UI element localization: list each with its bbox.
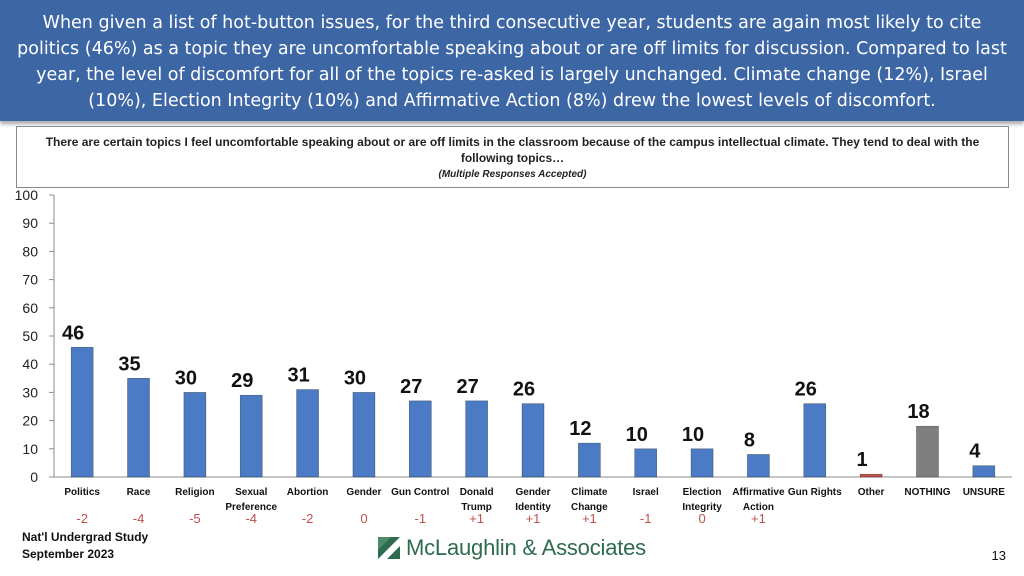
category-label: Election xyxy=(683,487,722,498)
change-label: -1 xyxy=(415,511,427,526)
bar xyxy=(408,400,432,478)
change-label: +1 xyxy=(469,511,484,526)
data-label: 8 xyxy=(744,429,755,451)
category-label: Religion xyxy=(175,487,214,498)
bar xyxy=(465,400,488,478)
change-label: 0 xyxy=(360,511,367,526)
page-number: 13 xyxy=(991,548,1006,563)
y-tick-label: 50 xyxy=(22,328,38,344)
data-label: 26 xyxy=(513,379,535,401)
question-text: There are certain topics I feel uncomfor… xyxy=(45,135,980,165)
y-tick-label: 30 xyxy=(22,384,38,400)
bar xyxy=(127,377,150,478)
category-label: Politics xyxy=(64,487,100,498)
bar xyxy=(859,473,883,478)
bar xyxy=(634,448,658,478)
bar xyxy=(803,403,827,478)
data-label: 46 xyxy=(62,322,84,344)
bar xyxy=(352,392,376,478)
category-label: Gun Rights xyxy=(788,487,842,498)
category-label: Abortion xyxy=(287,487,329,498)
category-label: Other xyxy=(858,487,885,498)
y-tick-label: 100 xyxy=(15,187,39,203)
data-label: 18 xyxy=(907,401,929,423)
bar xyxy=(70,346,94,478)
data-label: 27 xyxy=(457,376,479,398)
change-label: -4 xyxy=(245,511,257,526)
change-label: 0 xyxy=(698,511,705,526)
change-label: -2 xyxy=(302,511,314,526)
study-name: Nat'l Undergrad Study xyxy=(22,530,149,544)
y-tick-label: 90 xyxy=(22,215,38,231)
change-label: +1 xyxy=(526,511,541,526)
category-label: Donald xyxy=(460,487,494,498)
category-label: Preference xyxy=(225,502,277,513)
y-tick-label: 40 xyxy=(22,356,38,372)
bar xyxy=(690,448,714,478)
y-tick-label: 60 xyxy=(22,300,38,316)
category-label: Action xyxy=(743,502,774,513)
company-logo: McLaughlin & Associates xyxy=(378,535,646,561)
category-label: Trump xyxy=(461,502,492,513)
bar xyxy=(183,392,207,478)
y-tick-label: 20 xyxy=(22,413,38,429)
data-label: 30 xyxy=(344,367,366,389)
change-label: +1 xyxy=(751,511,766,526)
data-label: 4 xyxy=(969,441,981,463)
study-date: September 2023 xyxy=(22,547,115,561)
category-label: Affirmative xyxy=(732,487,785,498)
y-tick-label: 80 xyxy=(22,243,38,259)
change-label: +1 xyxy=(582,511,597,526)
bar xyxy=(578,442,601,478)
change-label: -5 xyxy=(189,511,201,526)
question-note: (Multiple Responses Accepted) xyxy=(438,169,587,180)
bar xyxy=(239,394,263,478)
data-label: 29 xyxy=(231,370,253,392)
category-label: Climate xyxy=(571,487,608,498)
logo-mark-icon xyxy=(378,537,400,559)
bar xyxy=(296,389,319,478)
category-label: UNSURE xyxy=(963,487,1006,498)
data-label: 31 xyxy=(287,365,309,387)
category-label: Identity xyxy=(515,502,551,513)
bar xyxy=(916,425,939,478)
category-label: Israel xyxy=(633,487,659,498)
data-label: 10 xyxy=(626,424,648,446)
question-box: There are certain topics I feel uncomfor… xyxy=(16,126,1009,188)
change-label: -1 xyxy=(640,511,652,526)
category-label: Gun Control xyxy=(391,487,450,498)
category-label: Integrity xyxy=(682,502,722,513)
category-label: NOTHING xyxy=(904,487,950,498)
category-label: Sexual xyxy=(235,487,267,498)
data-label: 35 xyxy=(118,353,140,375)
header-banner: When given a list of hot-button issues, … xyxy=(0,0,1024,121)
y-tick-label: 0 xyxy=(30,469,38,485)
banner-text: When given a list of hot-button issues, … xyxy=(17,13,1007,111)
category-label: Gender xyxy=(515,487,550,498)
data-label: 30 xyxy=(175,367,197,389)
bar xyxy=(972,465,996,478)
y-tick-label: 10 xyxy=(22,441,38,457)
data-label: 1 xyxy=(857,449,868,471)
change-label: -4 xyxy=(133,511,145,526)
category-label: Race xyxy=(127,487,151,498)
data-label: 10 xyxy=(682,424,704,446)
change-label: -2 xyxy=(76,511,88,526)
data-label: 27 xyxy=(400,376,422,398)
category-label: Change xyxy=(571,502,608,513)
y-tick-label: 70 xyxy=(22,272,38,288)
data-label: 12 xyxy=(569,418,591,440)
study-info: Nat'l Undergrad Study September 2023 xyxy=(22,529,148,563)
logo-text: McLaughlin & Associates xyxy=(406,535,646,560)
category-label: Gender xyxy=(346,487,381,498)
bar xyxy=(521,403,545,478)
data-label: 26 xyxy=(795,379,817,401)
bar xyxy=(747,454,770,478)
